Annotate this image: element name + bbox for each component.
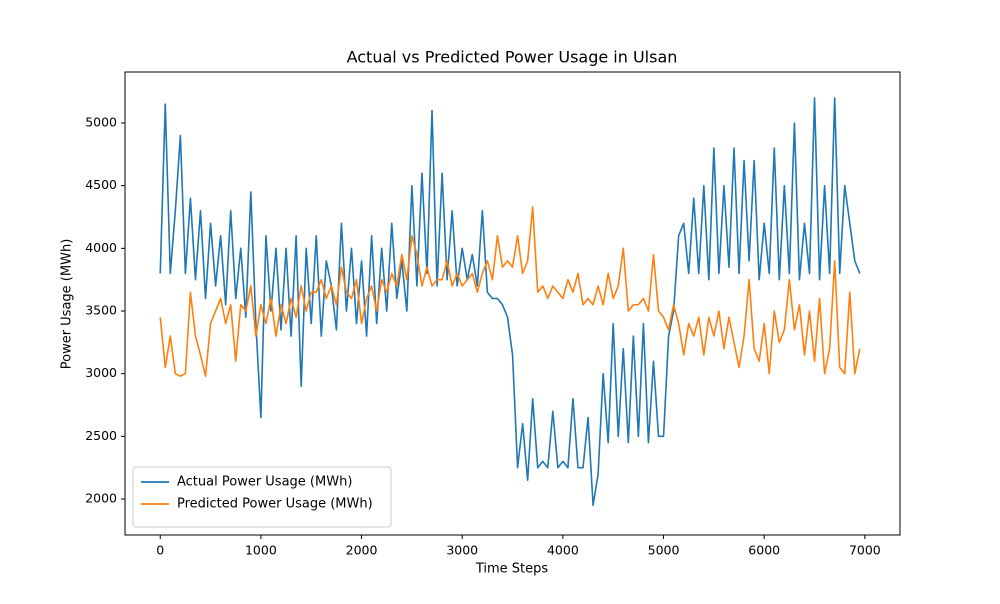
chart-title: Actual vs Predicted Power Usage in Ulsan — [347, 48, 678, 67]
y-tick-label: 3500 — [85, 303, 117, 318]
legend-label: Actual Power Usage (MWh) — [177, 475, 352, 490]
y-tick-label: 5000 — [85, 115, 117, 130]
plot-frame — [124, 71, 901, 536]
x-tick-label: 2000 — [346, 543, 378, 558]
x-tick-label: 1000 — [245, 543, 277, 558]
y-tick-label: 4500 — [85, 177, 117, 192]
series-line — [159, 206, 861, 377]
y-axis-label: Power Usage (MWh) — [60, 239, 75, 370]
legend-label: Predicted Power Usage (MWh) — [177, 497, 373, 512]
x-tick-label: 7000 — [849, 543, 881, 558]
x-tick-label: 3000 — [446, 543, 478, 558]
series-line — [159, 97, 861, 507]
y-tick-label: 3000 — [85, 365, 117, 380]
x-tick-label: 6000 — [748, 543, 780, 558]
y-tick-label: 2500 — [85, 428, 117, 443]
x-tick-label: 0 — [156, 543, 164, 558]
x-tick-label: 4000 — [547, 543, 579, 558]
x-tick-label: 5000 — [648, 543, 680, 558]
y-tick-label: 4000 — [85, 240, 117, 255]
x-axis-label: Time Steps — [475, 562, 549, 577]
y-tick-label: 2000 — [85, 491, 117, 506]
legend-box — [132, 466, 392, 528]
